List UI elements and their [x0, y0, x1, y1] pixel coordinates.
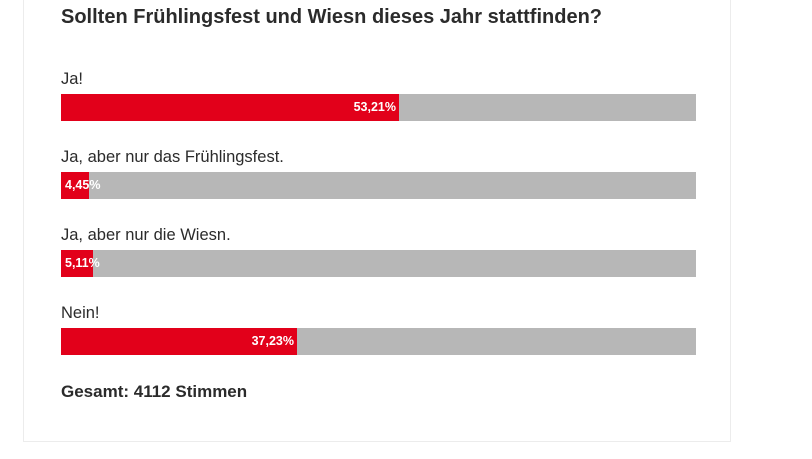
result-percent: 37,23%	[251, 334, 294, 348]
option-label: Ja, aber nur die Wiesn.	[61, 226, 231, 244]
poll-option-wiesn: Ja, aber nur die Wiesn. 5,11%	[61, 224, 696, 277]
result-bar-fill	[61, 172, 89, 199]
option-label: Nein!	[61, 304, 100, 322]
poll-option-nein: Nein! 37,23%	[61, 302, 696, 355]
result-bar-track: 5,11%	[61, 250, 696, 277]
result-percent: 4,45%	[65, 178, 101, 192]
poll-total-votes: Gesamt: 4112 Stimmen	[61, 382, 248, 401]
result-bar-fill	[61, 94, 399, 121]
poll-card	[23, 0, 731, 442]
poll-option-ja: Ja! 53,21%	[61, 68, 696, 121]
result-bar-track: 4,45%	[61, 172, 696, 199]
option-label: Ja, aber nur das Frühlingsfest.	[61, 148, 284, 166]
result-bar-track: 37,23%	[61, 328, 696, 355]
result-bar-track: 53,21%	[61, 94, 696, 121]
result-bar-fill	[61, 328, 297, 355]
result-bar-fill	[61, 250, 93, 277]
result-percent: 53,21%	[353, 100, 396, 114]
poll-option-fruehlingsfest: Ja, aber nur das Frühlingsfest. 4,45%	[61, 146, 696, 199]
option-label: Ja!	[61, 70, 84, 88]
result-percent: 5,11%	[65, 256, 100, 270]
poll-question: Sollten Frühlingsfest und Wiesn dieses J…	[61, 6, 602, 28]
